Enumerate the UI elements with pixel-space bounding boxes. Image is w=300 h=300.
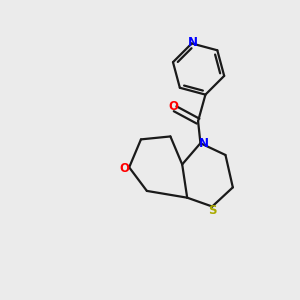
Text: N: N <box>188 36 198 49</box>
Text: O: O <box>119 162 129 175</box>
Text: O: O <box>168 100 178 113</box>
Text: N: N <box>199 137 209 150</box>
Text: S: S <box>208 204 217 217</box>
